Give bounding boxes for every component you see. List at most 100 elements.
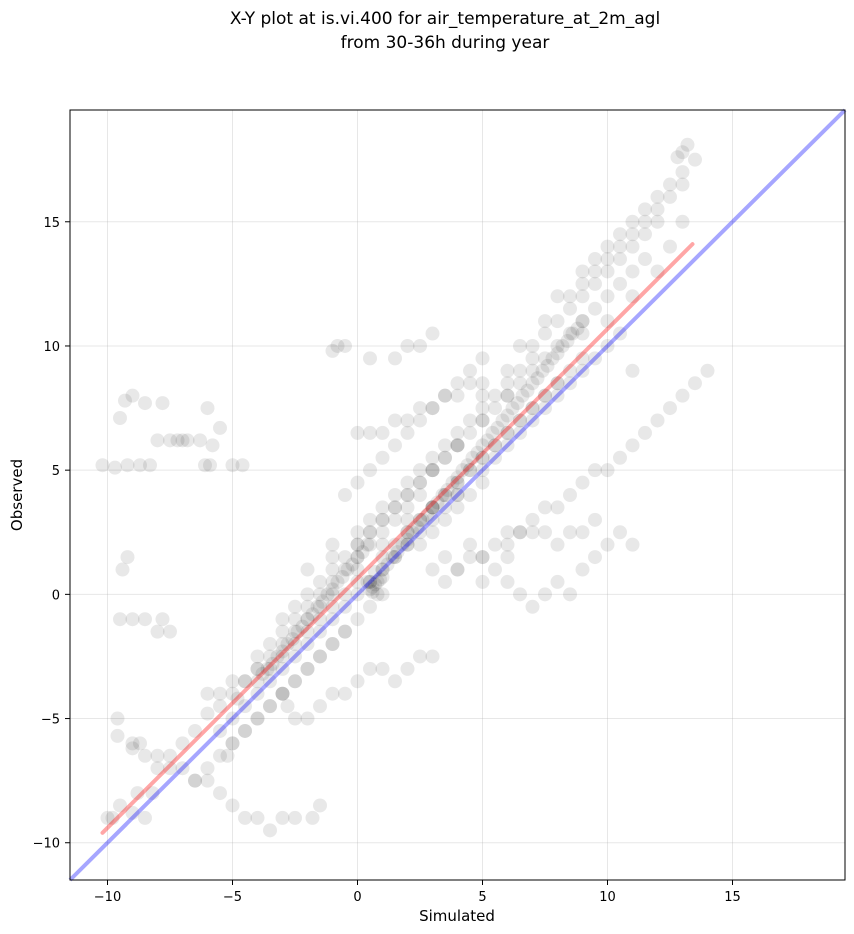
data-point: [263, 823, 277, 838]
data-point: [525, 363, 540, 378]
data-point: [575, 289, 590, 304]
data-point: [200, 773, 215, 788]
data-point: [413, 512, 427, 527]
data-point: [400, 525, 415, 540]
data-point: [675, 177, 690, 192]
data-point: [513, 525, 527, 540]
data-point: [325, 612, 340, 627]
data-point: [638, 252, 652, 267]
data-point: [413, 537, 427, 552]
data-point: [138, 810, 152, 825]
chart-title: X-Y plot at is.vi.400 for air_temperatur…: [230, 9, 660, 29]
data-point: [563, 301, 577, 316]
data-point: [500, 376, 515, 391]
data-point: [400, 475, 415, 490]
data-point: [270, 649, 285, 664]
data-point: [225, 736, 240, 751]
data-point: [535, 363, 550, 378]
data-point: [113, 612, 127, 627]
data-point: [345, 557, 360, 572]
data-point: [438, 450, 452, 465]
data-point: [368, 577, 382, 592]
data-point: [675, 388, 690, 403]
data-point: [288, 637, 302, 652]
data-point: [288, 624, 302, 639]
chart-subtitle: from 30-36h during year: [341, 33, 550, 53]
y-tick-label: −5: [41, 713, 60, 728]
data-point: [338, 587, 352, 602]
data-point: [205, 438, 220, 453]
data-point: [663, 177, 677, 192]
data-point: [538, 326, 552, 341]
data-point: [675, 145, 690, 160]
data-point: [213, 786, 227, 801]
data-point: [335, 569, 350, 584]
data-point: [463, 488, 477, 502]
data-point: [440, 483, 455, 498]
data-point: [545, 351, 560, 366]
data-point: [350, 674, 365, 689]
data-point: [200, 401, 215, 416]
data-point: [363, 525, 377, 540]
data-point: [400, 525, 415, 540]
data-point: [238, 674, 252, 689]
data-point: [520, 383, 535, 398]
data-point: [525, 599, 540, 614]
data-point: [370, 587, 385, 602]
data-point: [563, 587, 577, 602]
data-point: [188, 773, 202, 788]
data-point: [538, 388, 552, 403]
data-point: [588, 550, 602, 565]
data-point: [155, 612, 170, 627]
data-point: [388, 351, 402, 366]
data-point: [675, 214, 690, 229]
data-point: [350, 587, 365, 602]
data-point: [365, 584, 380, 599]
data-point: [475, 450, 490, 465]
data-point: [513, 376, 527, 391]
data-point: [300, 661, 315, 676]
data-point: [438, 574, 452, 589]
data-point: [313, 587, 327, 602]
data-point: [500, 425, 515, 440]
data-point: [680, 137, 695, 152]
data-point: [450, 376, 465, 391]
data-point: [463, 413, 477, 428]
data-point: [150, 624, 165, 639]
identity-line: [68, 108, 847, 882]
data-point: [670, 150, 685, 165]
data-point: [575, 525, 590, 540]
data-point: [225, 736, 240, 751]
data-point: [325, 637, 340, 652]
data-point: [400, 537, 415, 552]
data-point: [250, 711, 265, 726]
data-point: [515, 388, 530, 403]
data-point: [325, 562, 340, 577]
data-point: [563, 326, 577, 341]
data-point: [425, 500, 440, 515]
data-point: [375, 569, 390, 584]
data-point: [425, 401, 440, 416]
data-point: [413, 488, 427, 502]
data-point: [400, 425, 415, 440]
data-point: [575, 314, 590, 329]
data-point: [463, 550, 477, 565]
data-point: [388, 488, 402, 502]
data-point: [663, 239, 677, 254]
data-point: [305, 607, 320, 622]
data-point: [350, 550, 365, 565]
data-point: [313, 798, 327, 813]
data-point: [120, 550, 135, 565]
data-point: [300, 562, 315, 577]
data-point: [338, 550, 352, 565]
data-point: [570, 321, 585, 336]
data-point: [500, 408, 515, 423]
data-point: [495, 413, 510, 428]
data-point: [438, 388, 452, 403]
data-point: [575, 314, 590, 329]
x-tick-label: 5: [478, 890, 486, 905]
data-point: [263, 637, 277, 652]
data-point: [638, 425, 652, 440]
data-point: [125, 736, 140, 751]
data-point: [550, 314, 565, 329]
